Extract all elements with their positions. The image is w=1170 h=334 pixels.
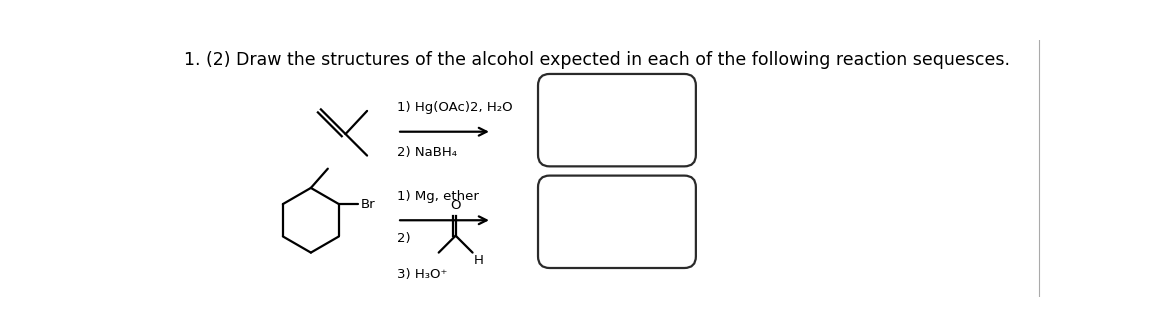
Text: 2) NaBH₄: 2) NaBH₄ xyxy=(397,146,457,159)
Text: 1. (2) Draw the structures of the alcohol expected in each of the following reac: 1. (2) Draw the structures of the alcoho… xyxy=(184,51,1010,69)
Text: O: O xyxy=(450,199,461,212)
Text: 3) H₃O⁺: 3) H₃O⁺ xyxy=(397,268,447,281)
Text: H: H xyxy=(474,254,484,267)
Text: Br: Br xyxy=(360,198,376,211)
Text: 2): 2) xyxy=(397,232,411,245)
FancyBboxPatch shape xyxy=(538,74,696,166)
Text: 1) Mg, ether: 1) Mg, ether xyxy=(397,190,479,203)
FancyBboxPatch shape xyxy=(538,176,696,268)
Text: 1) Hg(OAc)2, H₂O: 1) Hg(OAc)2, H₂O xyxy=(397,101,512,114)
